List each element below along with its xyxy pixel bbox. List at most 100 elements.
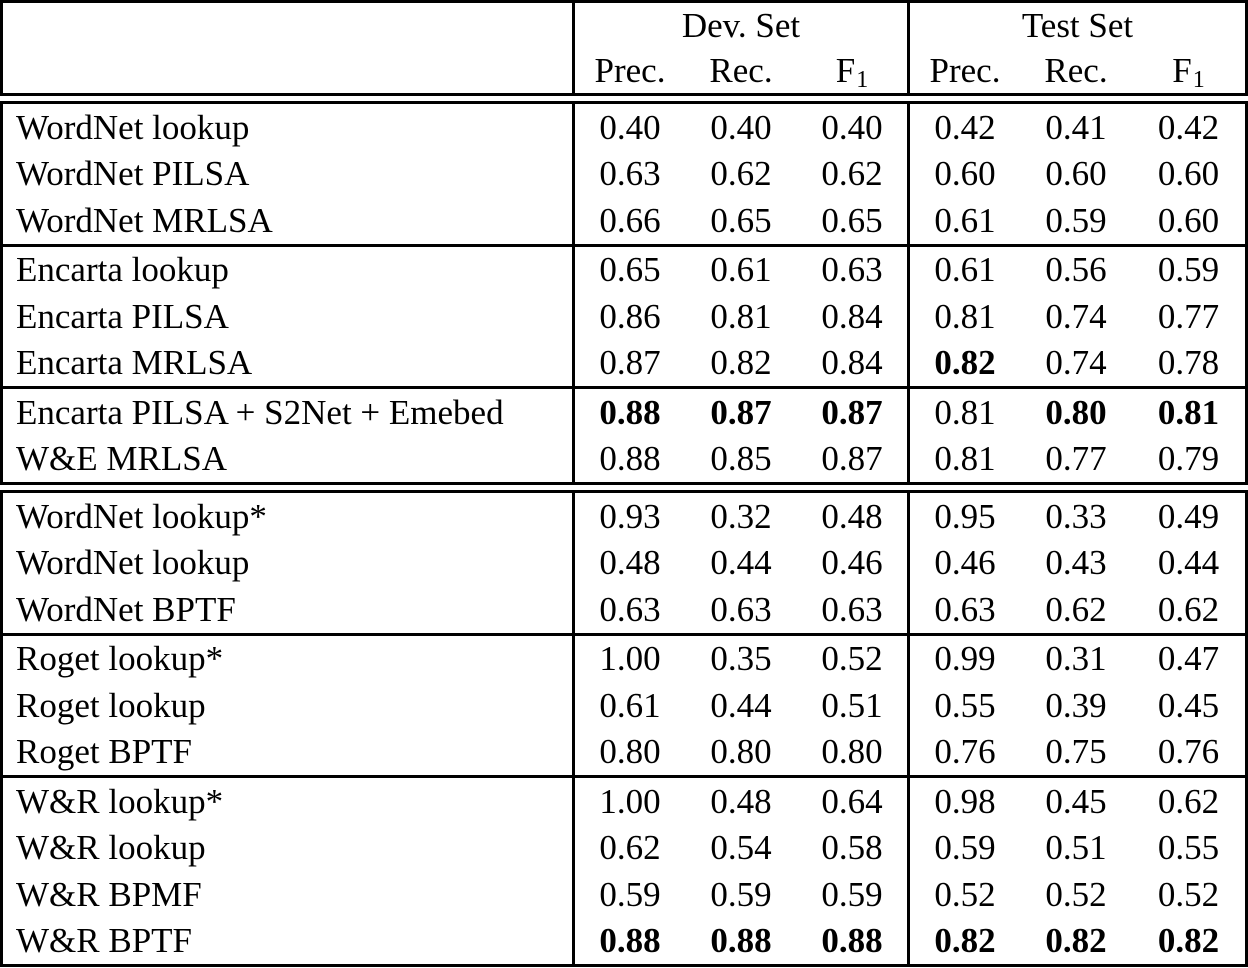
metric-value: 0.62 [710,154,772,194]
metric-value: 0.41 [1045,107,1107,147]
table-row: WordNet lookup 0.40 0.40 0.40 0.42 0.41 0.42 [3,104,1245,151]
metric-value: 0.35 [710,639,772,679]
metric-value: 0.84 [797,339,910,386]
metric-value: 0.81 [934,296,996,336]
metric-value: 0.61 [934,200,996,240]
table-body-lower: WordNet lookup* 0.93 0.32 0.48 0.95 0.33 0.49 W… [0,490,1248,967]
metric-value: 0.62 [797,150,910,197]
test-set-header: Test Set [1021,6,1134,45]
metric-value: 0.62 [1157,781,1220,821]
metric-value: 0.65 [710,200,772,240]
metric-value: 0.61 [710,250,772,290]
metric-value: 0.75 [1045,732,1107,772]
metric-value: 0.61 [599,685,661,725]
metric-value: 0.32 [710,496,772,536]
metric-value: 0.46 [934,543,996,583]
dev-prec-header: Prec. [594,51,666,90]
table-section: Encarta PILSA + S2Net + Emebed 0.88 0.87 0.… [3,386,1245,482]
row-label: Roget lookup [3,682,575,729]
table-row: W&E MRLSA 0.88 0.85 0.87 0.81 0.77 0.79 [3,435,1245,482]
metric-value: 0.99 [934,639,996,679]
metric-value: 0.62 [1045,589,1107,629]
metric-value: 0.51 [1045,828,1107,868]
metric-value: 0.87 [797,389,910,436]
row-label: Roget lookup* [3,635,575,682]
table-row: WordNet BPTF 0.63 0.63 0.63 0.63 0.62 0.62 [3,586,1245,633]
metric-value: 0.44 [1157,543,1220,583]
metric-value: 0.88 [599,439,661,479]
table-row: WordNet PILSA 0.63 0.62 0.62 0.60 0.60 0.60 [3,150,1245,197]
metric-value: 0.88 [599,392,661,432]
metric-value: 0.59 [1157,250,1220,290]
metric-value: 0.45 [1157,685,1220,725]
metric-value: 0.49 [1157,496,1220,536]
row-label: W&R BPTF [3,917,575,964]
metric-value: 0.84 [797,293,910,340]
table-row: WordNet MRLSA 0.66 0.65 0.65 0.61 0.59 0.60 [3,197,1245,244]
metric-value: 0.74 [1045,296,1107,336]
metric-value: 0.52 [1157,874,1220,914]
metric-value: 0.61 [934,250,996,290]
metric-value: 0.40 [710,107,772,147]
metric-value: 0.31 [1045,639,1107,679]
metric-value: 0.59 [599,874,661,914]
metric-value: 0.39 [1045,685,1107,725]
table-row: W&R lookup 0.62 0.54 0.58 0.59 0.51 0.55 [3,824,1245,871]
metric-value: 0.65 [797,197,910,244]
row-label: W&R lookup* [3,778,575,825]
row-label: Encarta MRLSA [3,339,575,386]
row-label: Encarta PILSA [3,293,575,340]
table-row: Encarta PILSA + S2Net + Emebed 0.88 0.87 0.… [3,389,1245,436]
row-label: W&E MRLSA [3,435,575,482]
metric-value: 0.88 [599,921,661,961]
metric-value: 0.52 [1045,874,1107,914]
row-label: W&R lookup [3,824,575,871]
header-empty-cell [3,48,575,93]
metric-value: 0.77 [1157,296,1220,336]
metric-value: 0.42 [934,107,996,147]
metric-value: 0.80 [797,728,910,775]
metric-value: 0.79 [1157,439,1220,479]
metric-value: 0.44 [710,543,772,583]
metric-value: 0.47 [1157,639,1220,679]
metric-value: 0.56 [1045,250,1107,290]
table-body-upper: WordNet lookup 0.40 0.40 0.40 0.42 0.41 0.42 Wo… [0,101,1248,485]
row-label: WordNet lookup [3,539,575,586]
metric-value: 0.65 [599,250,661,290]
metric-value: 0.63 [797,246,910,293]
metric-value: 0.48 [797,493,910,540]
table-row: Encarta MRLSA 0.87 0.82 0.84 0.82 0.74 0.78 [3,339,1245,386]
metric-value: 0.82 [1045,921,1107,961]
table-section: W&R lookup* 1.00 0.48 0.64 0.98 0.45 0.62 W&R l… [3,775,1245,964]
row-label: WordNet lookup* [3,493,575,540]
metric-value: 0.87 [599,343,661,383]
f1-subscript: 1 [1192,66,1205,93]
metric-value: 0.88 [797,917,910,964]
metric-value: 0.63 [797,586,910,633]
metric-value: 0.81 [934,392,996,432]
metric-value: 0.82 [1157,921,1220,961]
metric-value: 0.42 [1157,107,1220,147]
table-section: WordNet lookup 0.40 0.40 0.40 0.42 0.41 0.42 Wo… [3,104,1245,244]
metric-value: 0.82 [934,343,996,383]
f1-base: F [1172,51,1192,90]
table-row: Roget lookup 0.61 0.44 0.51 0.55 0.39 0.45 [3,682,1245,729]
test-prec-header: Prec. [929,51,1001,90]
row-label: WordNet PILSA [3,150,575,197]
metric-value: 0.45 [1045,781,1107,821]
header-empty-cell [3,3,575,48]
dev-rec-header: Rec. [709,51,773,90]
metric-value: 0.87 [797,435,910,482]
metric-value: 0.44 [710,685,772,725]
table-section: WordNet lookup* 0.93 0.32 0.48 0.95 0.33 0.49 W… [3,493,1245,633]
metric-value: 0.59 [1045,200,1107,240]
metric-value: 0.59 [710,874,772,914]
metric-value: 0.63 [934,589,996,629]
metric-value: 0.95 [934,496,996,536]
metric-value: 0.46 [797,539,910,586]
row-label: Encarta lookup [3,246,575,293]
